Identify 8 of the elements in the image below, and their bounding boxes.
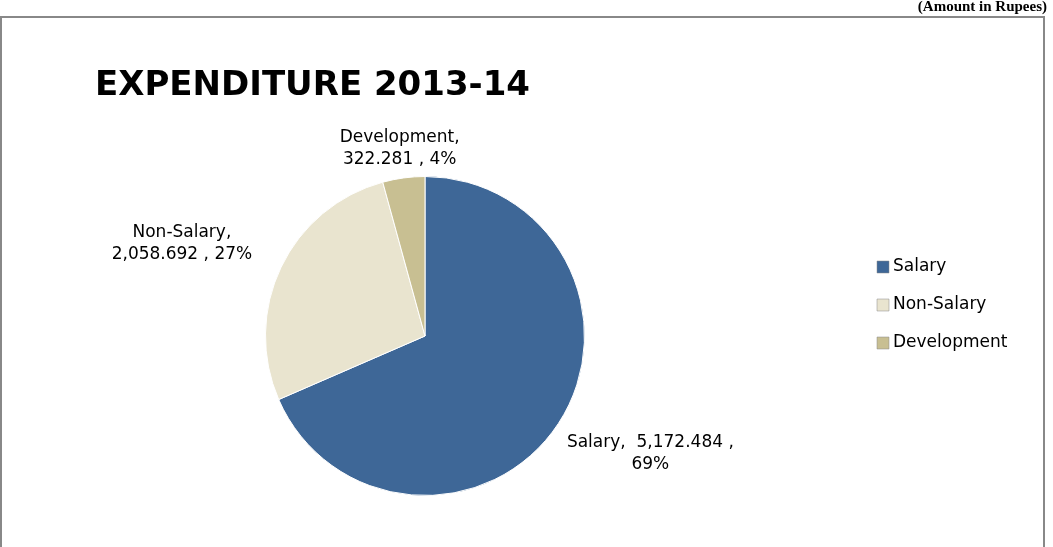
text: (Amount in Rupees) <box>917 0 1047 15</box>
legend-label: Non-Salary <box>893 293 987 314</box>
legend-label: Development <box>893 331 1008 352</box>
chart-title: EXPENDITURE 2013-14 <box>95 63 531 103</box>
data-label: Non-Salary, 2,058.692 , 27% <box>111 220 253 263</box>
legend-label: Salary <box>893 255 947 276</box>
data-label: Development, 322.281 , 4% <box>339 125 460 168</box>
data-label: Salary, 5,172.484 , 69% <box>566 431 734 474</box>
